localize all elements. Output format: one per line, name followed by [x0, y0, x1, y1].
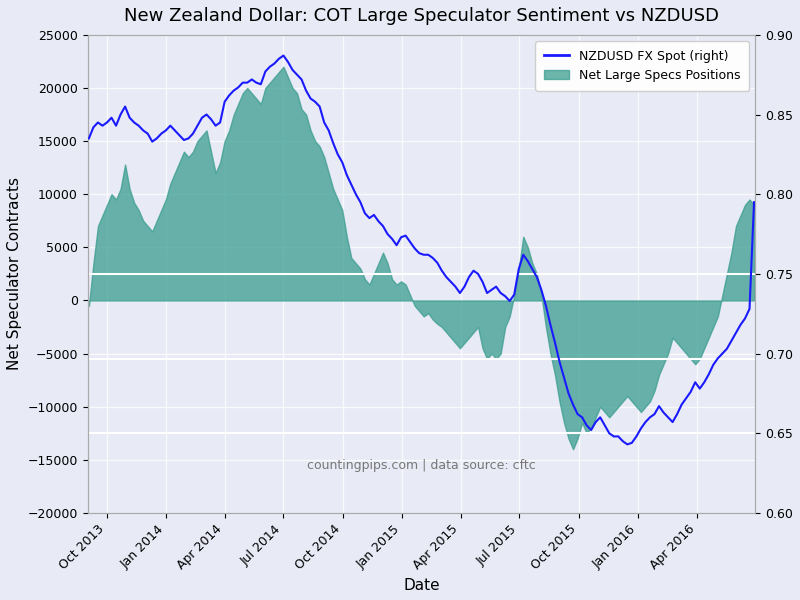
Y-axis label: Net Speculator Contracts: Net Speculator Contracts [7, 178, 22, 370]
Text: countingpips.com | data source: cftc: countingpips.com | data source: cftc [307, 458, 536, 472]
Legend: NZDUSD FX Spot (right), Net Large Specs Positions: NZDUSD FX Spot (right), Net Large Specs … [535, 41, 749, 91]
Title: New Zealand Dollar: COT Large Speculator Sentiment vs NZDUSD: New Zealand Dollar: COT Large Speculator… [124, 7, 719, 25]
X-axis label: Date: Date [403, 578, 440, 593]
